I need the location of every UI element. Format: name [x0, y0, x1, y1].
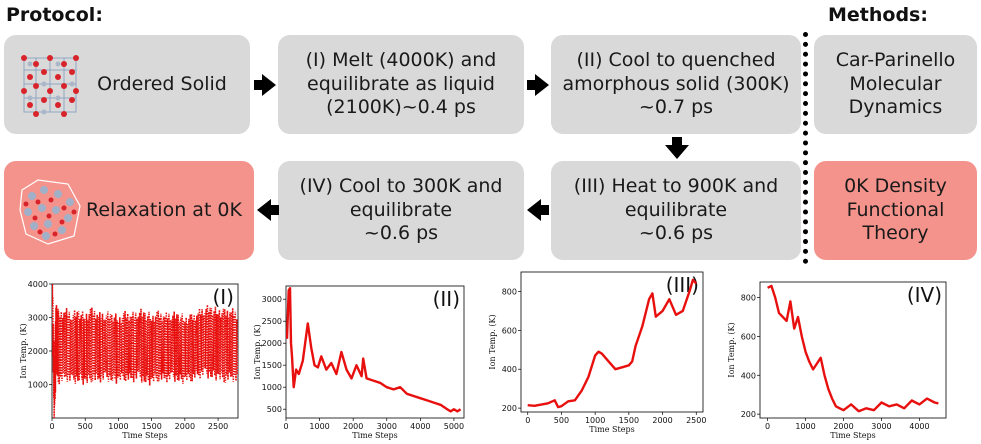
y-tick-label: 600 — [502, 326, 517, 335]
y-tick-label: 4000 — [28, 280, 48, 289]
stage-label: (III) — [666, 273, 699, 297]
step3-box: (III) Heat to 900K and equilibrate ~0.6 … — [551, 161, 801, 260]
plot-stage-4-svg: 0 1000 2000 3000 4000 200 400 600 800 Time Steps I… — [727, 281, 947, 440]
y-tick-label: 600 — [741, 332, 756, 341]
step4-box: (IV) Cool to 300K and equilibrate ~0.6 p… — [278, 161, 524, 260]
x-tick-label: 2500 — [686, 416, 706, 425]
x-tick-label: 3000 — [377, 422, 397, 431]
stage-label: (IV) — [907, 283, 942, 307]
methods-divider — [803, 32, 808, 264]
plot-stage-3: 0 500 1000 1500 2000 2500 200 400 600 800 Time Ste… — [485, 266, 710, 442]
temperature-series — [767, 284, 939, 413]
y-tick-label: 800 — [502, 287, 517, 296]
x-tick-label: 500 — [78, 422, 93, 431]
plot-frame — [759, 281, 947, 419]
series-group — [527, 278, 698, 409]
x-tick-label: 4000 — [909, 422, 929, 431]
plot-stage-3-svg: 0 500 1000 1500 2000 2500 200 400 600 800 Time Ste… — [488, 271, 706, 434]
x-tick-label: 4000 — [410, 422, 430, 431]
x-axis-label: Time Steps — [352, 431, 397, 440]
y-tick-label: 500 — [267, 405, 282, 414]
ordered-crystal-icon — [21, 54, 79, 117]
protocol-heading: Protocol: — [6, 4, 103, 26]
x-tick-label: 1000 — [795, 422, 815, 431]
temperature-series — [52, 284, 238, 418]
y-axis-label: Ion Temp. (K) — [488, 314, 497, 369]
plot-stage-1: 0 500 1000 1500 2000 2500 1000 2000 3000 4000 Time… — [8, 272, 243, 444]
method-dft-box: 0K Density Functional Theory — [814, 161, 977, 260]
x-tick-label: 0 — [765, 422, 770, 431]
relaxation-box: Relaxation at 0K — [4, 161, 254, 260]
step2-box: (II) Cool to quenched amorphous solid (3… — [551, 35, 801, 134]
y-tick-label: 1000 — [262, 383, 282, 392]
y-tick-label: 200 — [741, 410, 756, 419]
y-tick-label: 2000 — [28, 347, 48, 356]
x-tick-label: 2000 — [652, 416, 672, 425]
ordered-solid-box: Ordered Solid — [4, 35, 250, 134]
y-tick-label: 400 — [502, 365, 517, 374]
plot-frame — [285, 285, 465, 419]
stage-label: (II) — [433, 287, 460, 311]
arrow-right-1 — [254, 74, 276, 96]
x-tick-label: 1000 — [309, 422, 329, 431]
stage-label: (I) — [212, 285, 234, 309]
method-md-box: Car-Parinello Molecular Dynamics — [814, 35, 977, 134]
series-group — [52, 284, 238, 418]
y-axis-label: Ion Temp. (K) — [19, 323, 28, 378]
x-tick-label: 0 — [49, 422, 54, 431]
series-group — [286, 287, 462, 413]
x-tick-label: 1000 — [108, 422, 128, 431]
y-tick-label: 2500 — [262, 317, 282, 326]
x-tick-label: 1000 — [585, 416, 605, 425]
arrow-left-2 — [257, 199, 279, 221]
y-tick-label: 800 — [741, 294, 756, 303]
x-tick-label: 0 — [525, 416, 530, 425]
y-axis-label: Ion Temp. (K) — [727, 322, 736, 377]
y-tick-label: 3000 — [28, 314, 48, 323]
y-tick-label: 1500 — [262, 361, 282, 370]
plot-stage-4: 0 1000 2000 3000 4000 200 400 600 800 Time Steps I… — [727, 272, 953, 444]
y-tick-label: 3000 — [262, 295, 282, 304]
x-tick-label: 2500 — [208, 422, 228, 431]
series-group — [767, 284, 939, 413]
x-tick-label: 500 — [554, 416, 569, 425]
x-axis-label: Time Steps — [122, 431, 167, 440]
x-tick-label: 5000 — [444, 422, 464, 431]
arrow-left-1 — [527, 199, 549, 221]
temperature-series — [527, 278, 698, 409]
y-tick-label: 1000 — [28, 381, 48, 390]
plot-stage-2: 0 1000 2000 3000 4000 5000 500 1000 1500 2000 2500… — [246, 276, 471, 444]
x-tick-label: 0 — [283, 422, 288, 431]
plot-frame — [520, 271, 704, 413]
amorphous-structure-icon — [19, 178, 81, 245]
x-tick-label: 3000 — [871, 422, 891, 431]
y-tick-label: 400 — [741, 371, 756, 380]
y-tick-label: 2000 — [262, 339, 282, 348]
x-axis-label: Time Steps — [830, 431, 875, 440]
plot-stage-2-svg: 0 1000 2000 3000 4000 5000 500 1000 1500 2000 2500… — [253, 285, 465, 440]
x-tick-label: 1500 — [619, 416, 639, 425]
arrow-right-2 — [527, 74, 549, 96]
relaxation-label: Relaxation at 0K — [86, 198, 242, 221]
step1-box: (I) Melt (4000K) and equilibrate as liqu… — [278, 35, 524, 134]
y-tick-label: 200 — [502, 404, 517, 413]
ordered-solid-label: Ordered Solid — [97, 72, 227, 95]
temperature-series — [286, 287, 462, 413]
arrow-down — [665, 137, 689, 159]
methods-heading: Methods: — [828, 4, 928, 26]
x-tick-label: 1500 — [141, 422, 161, 431]
x-axis-label: Time Steps — [589, 425, 634, 434]
plot-stage-1-svg: 0 500 1000 1500 2000 2500 1000 2000 3000 4000 Time… — [19, 280, 239, 440]
x-tick-label: 2000 — [343, 422, 363, 431]
x-tick-label: 2000 — [175, 422, 195, 431]
x-tick-label: 2000 — [833, 422, 853, 431]
y-axis-label: Ion Temp. (K) — [253, 324, 262, 379]
